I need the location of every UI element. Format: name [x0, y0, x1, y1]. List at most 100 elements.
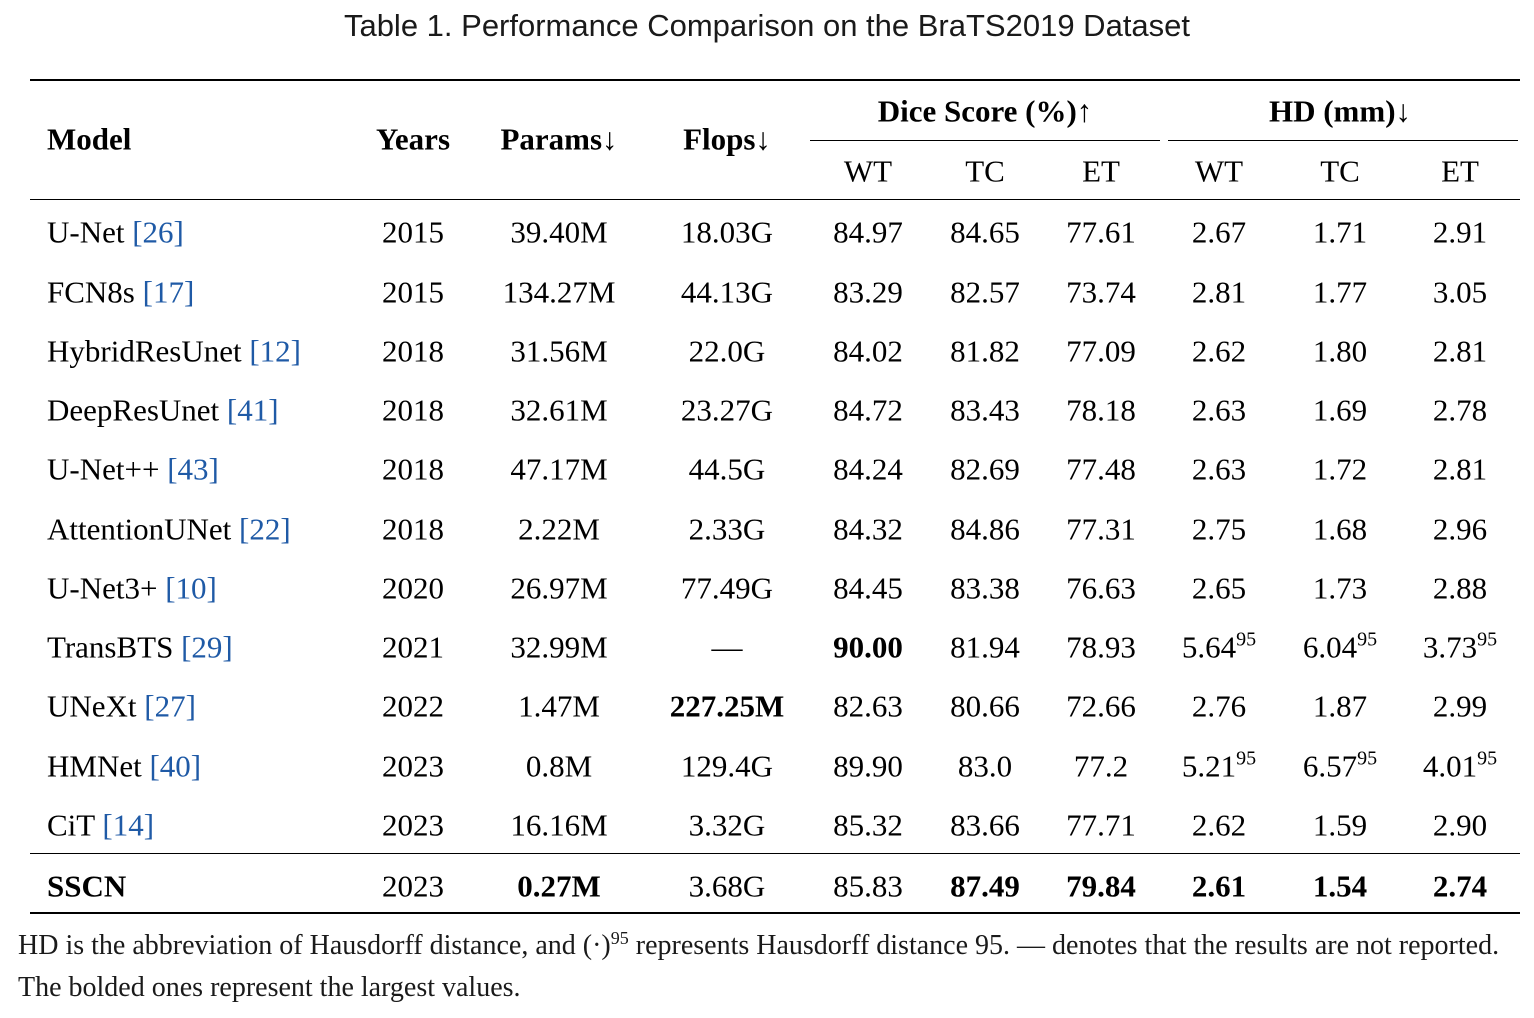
row-dice-value: 77.61 — [1066, 214, 1136, 250]
hd-number: 5.21 — [1181, 748, 1237, 784]
header-hd-tc: TC — [1320, 153, 1360, 189]
row-hd-value: 2.81 — [1192, 277, 1246, 308]
hd-number: 1.73 — [1312, 570, 1368, 606]
sscn-separator-rule — [30, 853, 1520, 854]
row-year: 2023 — [382, 807, 444, 843]
citation-link[interactable]: [41] — [226, 392, 279, 428]
hd-number: 2.90 — [1432, 807, 1488, 843]
table-footnote: HD is the abbreviation of Hausdorff dist… — [18, 926, 1518, 1008]
citation-link[interactable]: [17] — [142, 274, 195, 310]
hd-number: 2.76 — [1191, 688, 1247, 724]
citation-link[interactable]: [27] — [144, 688, 196, 724]
model-name: AttentionUNet — [47, 511, 232, 547]
citation-link[interactable]: [22] — [239, 511, 291, 547]
citation-link[interactable]: [14] — [102, 807, 155, 843]
model-name: DeepResUnet — [47, 392, 220, 428]
row-year: 2023 — [382, 748, 444, 784]
row-hd-value: 2.90 — [1433, 810, 1487, 841]
row-dice-value: 85.83 — [833, 868, 903, 904]
hd-number: 2.81 — [1191, 274, 1247, 310]
row-hd-value: 2.88 — [1433, 573, 1487, 604]
header-dice-tc: TC — [965, 153, 1005, 189]
row-hd-value: 2.99 — [1433, 691, 1487, 722]
hd95-superscript: 95 — [1357, 628, 1378, 651]
hd-number: 2.88 — [1432, 570, 1488, 606]
row-year: 2021 — [382, 629, 444, 665]
row-dice-value: 82.63 — [833, 688, 903, 724]
row-flops: 23.27G — [680, 392, 774, 428]
row-hd-value: 2.65 — [1192, 573, 1246, 604]
row-dice-value: 72.66 — [1066, 688, 1136, 724]
row-params: 134.27M — [502, 274, 616, 310]
header-model: Model — [47, 121, 132, 157]
row-flops: 2.33G — [688, 511, 766, 547]
dice-group-rule — [810, 140, 1160, 141]
row-params: 39.40M — [510, 214, 608, 250]
header-dice-wt: WT — [843, 153, 893, 189]
hd-number: 6.04 — [1302, 629, 1358, 665]
model-name: U-Net3+ — [47, 570, 158, 606]
row-year: 2018 — [382, 511, 444, 547]
row-dice-value: 84.02 — [833, 333, 903, 369]
row-hd-value: 2.67 — [1192, 217, 1246, 248]
header-dice-et: ET — [1082, 153, 1120, 189]
row-hd-value: 2.63 — [1192, 395, 1246, 426]
row-dice-value: 84.97 — [833, 214, 903, 250]
model-name: HybridResUnet — [47, 333, 242, 369]
citation-link[interactable]: [26] — [132, 214, 184, 250]
table-caption: Table 1. Performance Comparison on the B… — [343, 8, 1191, 43]
row-params: 0.27M — [517, 868, 601, 904]
row-hd-value: 2.62 — [1192, 336, 1246, 367]
citation-link[interactable]: [10] — [165, 570, 217, 606]
row-hd-value: 2.78 — [1433, 395, 1487, 426]
row-params: 47.17M — [510, 451, 608, 487]
hd-number: 3.05 — [1432, 274, 1488, 310]
row-year: 2023 — [382, 868, 444, 904]
row-hd-value: 1.73 — [1313, 573, 1367, 604]
top-rule — [30, 79, 1520, 81]
citation-link[interactable]: [12] — [249, 333, 301, 369]
citation-link[interactable]: [43] — [167, 451, 219, 487]
row-model: U-Net [26] — [47, 217, 184, 248]
row-dice-value: 83.66 — [950, 807, 1020, 843]
row-year: 2018 — [382, 333, 444, 369]
row-dice-value: 78.93 — [1066, 629, 1136, 665]
row-dice-value: 82.57 — [950, 274, 1020, 310]
hd-number: 1.59 — [1312, 807, 1368, 843]
citation-link[interactable]: [29] — [181, 629, 233, 665]
header-dice-group: Dice Score (%)↑ — [877, 93, 1093, 129]
row-year: 2018 — [382, 392, 444, 428]
row-flops: 77.49G — [680, 570, 774, 606]
hd95-superscript: 95 — [1236, 628, 1257, 651]
row-dice-value: 84.72 — [833, 392, 903, 428]
row-dice-value: 77.09 — [1066, 333, 1136, 369]
row-year: 2018 — [382, 451, 444, 487]
hd-number: 2.61 — [1191, 868, 1247, 904]
citation-link[interactable]: [40] — [149, 748, 202, 784]
row-hd-value: 1.59 — [1313, 810, 1367, 841]
row-model: U-Net++ [43] — [47, 454, 219, 485]
row-hd-value: 2.62 — [1192, 810, 1246, 841]
hd-number: 2.62 — [1191, 807, 1247, 843]
hd-number: 2.67 — [1191, 214, 1247, 250]
model-name: U-Net — [47, 214, 125, 250]
hd-number: 3.73 — [1422, 629, 1478, 665]
row-dice-value: 83.0 — [957, 748, 1013, 784]
row-dice-value: 84.24 — [833, 451, 903, 487]
row-dice-value: 83.43 — [950, 392, 1020, 428]
row-hd-value: 2.81 — [1433, 336, 1487, 367]
hd-number: 1.71 — [1312, 214, 1368, 250]
row-dice-value: 83.29 — [833, 274, 903, 310]
header-flops: Flops↓ — [683, 121, 771, 157]
row-flops: — — [711, 629, 743, 665]
row-flops: 3.68G — [688, 868, 766, 904]
row-params: 16.16M — [510, 807, 608, 843]
hd-number: 2.81 — [1432, 333, 1488, 369]
footnote-text-2: represents Hausdorff distance 95. — deno… — [18, 930, 1500, 1003]
row-dice-value: 78.18 — [1066, 392, 1136, 428]
hd-number: 2.78 — [1432, 392, 1488, 428]
row-flops: 44.5G — [688, 451, 766, 487]
row-model: DeepResUnet [41] — [47, 395, 279, 426]
hd-number: 2.65 — [1191, 570, 1247, 606]
row-hd-value: 1.77 — [1313, 277, 1367, 308]
